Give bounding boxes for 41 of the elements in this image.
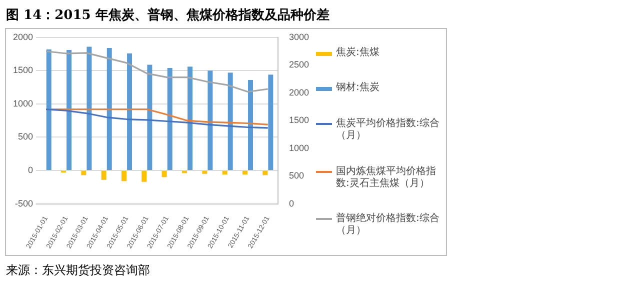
bar — [208, 70, 213, 170]
y2-tick-label: 3000 — [288, 32, 310, 42]
bar — [268, 74, 274, 170]
bar — [121, 171, 126, 182]
y2-tick-label: 2500 — [288, 60, 310, 70]
bar — [106, 48, 112, 170]
bar — [162, 171, 167, 178]
bar — [167, 68, 172, 170]
bar — [127, 53, 132, 170]
bar — [222, 171, 228, 175]
y2-tick-label: 2000 — [288, 87, 310, 98]
legend-label: 焦炭平均价格指数:综合（月） — [336, 118, 440, 142]
bar — [142, 171, 147, 182]
bar — [66, 50, 72, 170]
bar — [86, 46, 92, 170]
y-tick-label: -500 — [15, 198, 34, 208]
y2-tick-label: 1500 — [288, 115, 310, 126]
legend-label: 钢材:焦炭 — [336, 82, 380, 94]
y2-tick-label: 0 — [288, 198, 294, 208]
y-tick-label: 2000 — [12, 32, 34, 42]
y2-tick-label: 500 — [288, 170, 304, 181]
chart-title: 图 14：2015 年焦炭、普钢、焦煤价格指数及品种价差 — [6, 6, 330, 24]
bar — [81, 171, 86, 176]
source-note: 来源：东兴期货投资咨询部 — [6, 262, 150, 279]
legend-label: 国内炼焦煤平均价格指数:灵石主焦煤（月） — [336, 166, 437, 190]
legend-label: 普钢绝对价格指数:综合（月） — [336, 213, 440, 238]
bar — [228, 72, 233, 170]
bar — [101, 171, 106, 180]
y-tick-label: 1500 — [12, 65, 34, 76]
bar — [188, 66, 193, 170]
bar — [242, 171, 248, 175]
bar — [46, 49, 52, 170]
bar — [147, 64, 152, 170]
bar — [202, 171, 208, 174]
y-tick-label: 0 — [28, 164, 34, 175]
bar — [262, 171, 268, 176]
y-tick-label: 1000 — [12, 98, 34, 108]
y2-tick-label: 1000 — [288, 142, 310, 153]
bar — [248, 80, 253, 170]
y-tick-label: 500 — [18, 132, 34, 142]
legend-label: 焦炭:焦煤 — [336, 46, 380, 59]
